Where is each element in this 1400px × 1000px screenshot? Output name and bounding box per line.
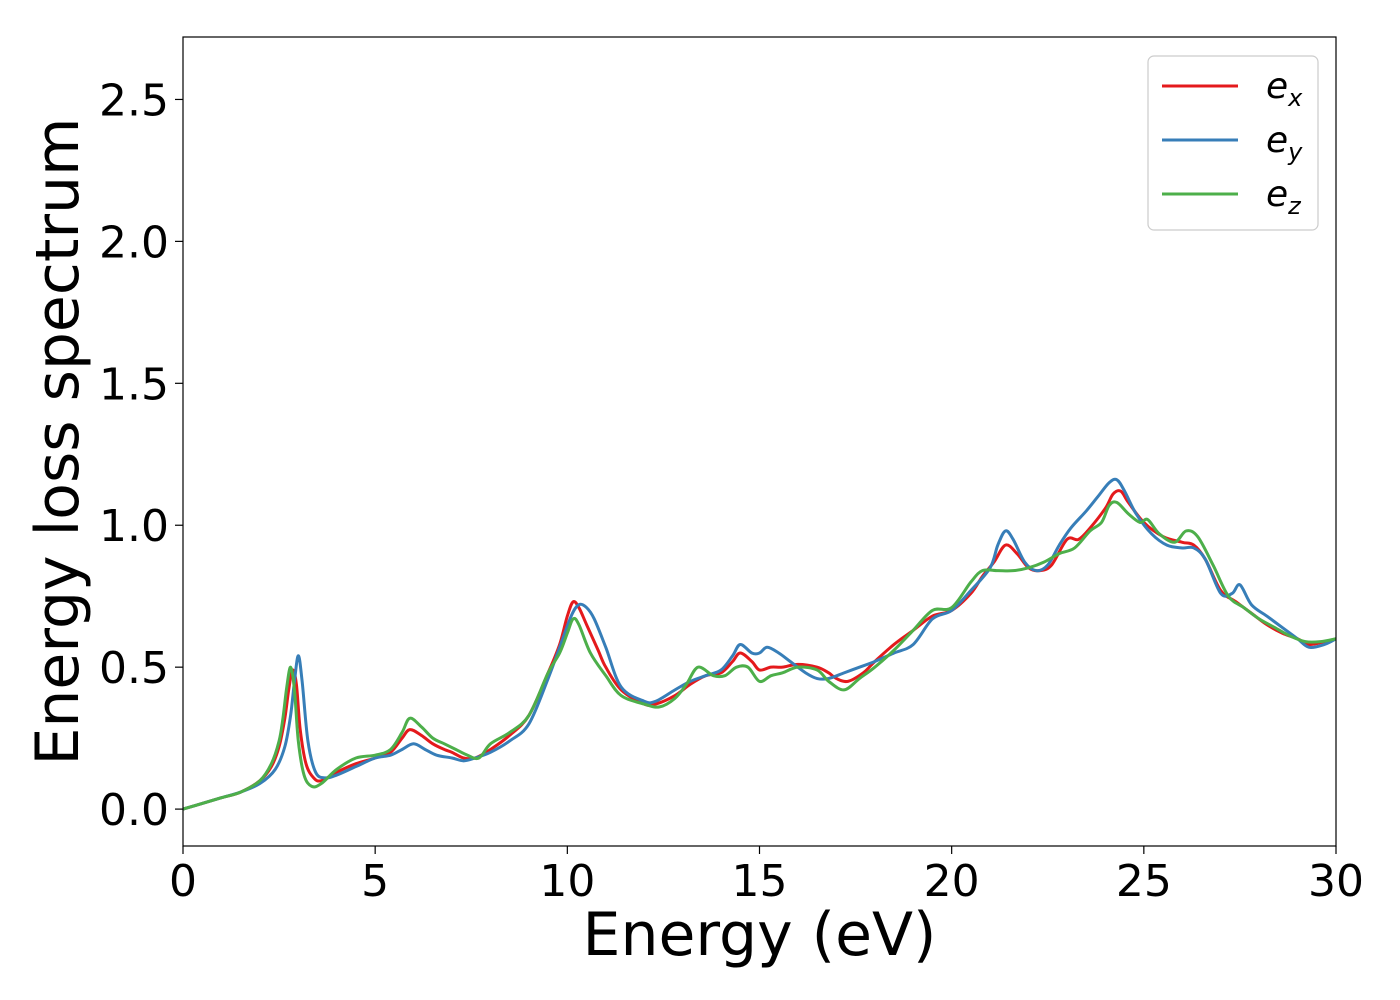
y-tick-label: 0.0: [99, 785, 169, 836]
series-line-e-y: [183, 477, 1336, 811]
y-axis: 0.0 0.5 1.0 1.5 2.0 2.5: [99, 75, 183, 836]
series-lines: [183, 477, 1336, 811]
y-tick-label: 1.5: [99, 359, 169, 410]
x-tick-label: 20: [924, 856, 980, 907]
x-tick-label: 25: [1116, 856, 1172, 907]
y-tick-label: 2.5: [99, 75, 169, 126]
x-tick-label: 30: [1308, 856, 1364, 907]
y-tick-label: 1.0: [99, 501, 169, 552]
legend-box: [1147, 55, 1319, 231]
series-line-e-x: [183, 489, 1336, 811]
x-axis-title: Energy (eV): [583, 900, 937, 970]
y-tick-label: 2.0: [99, 217, 169, 268]
series-line-e-z: [183, 500, 1336, 811]
x-axis: 0 5 10 15 20 25 30: [169, 846, 1364, 907]
x-tick-label: 5: [361, 856, 389, 907]
x-tick-label: 10: [539, 856, 595, 907]
legend-item-e-z: ez: [1162, 174, 1302, 220]
y-axis-title: Energy loss spectrum: [23, 117, 93, 765]
x-tick-label: 0: [169, 856, 197, 907]
y-tick-label: 0.5: [99, 643, 169, 694]
x-tick-label: 15: [732, 856, 788, 907]
